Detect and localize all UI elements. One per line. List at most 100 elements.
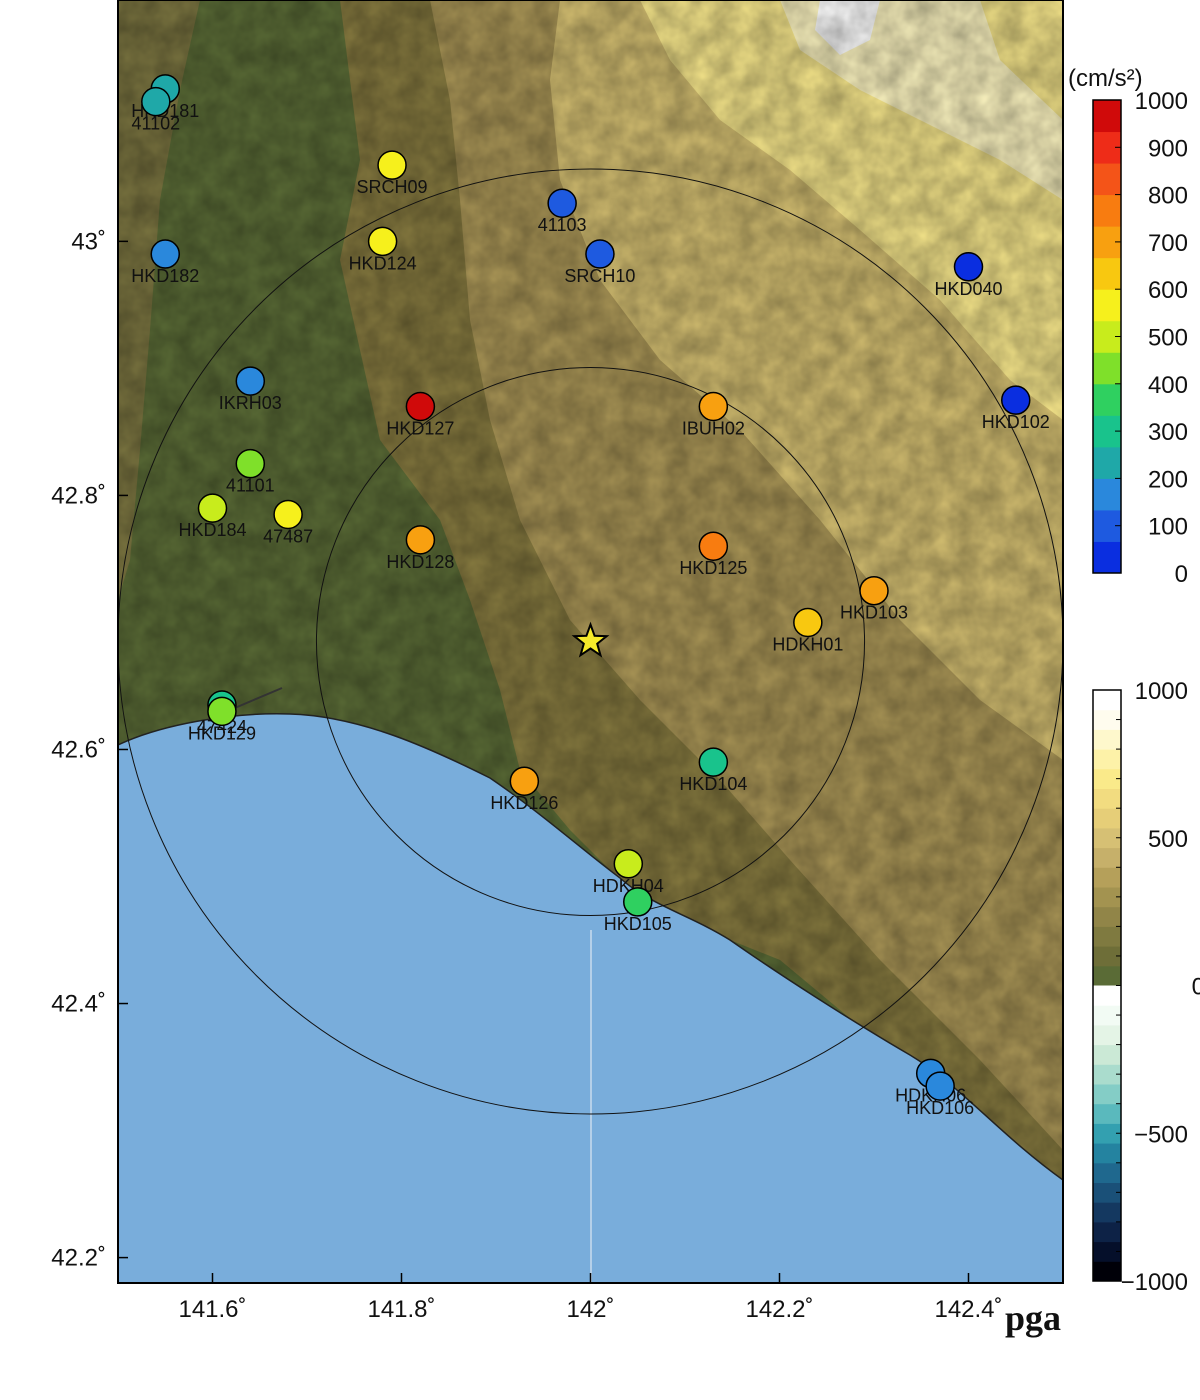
station-dot[interactable] (698, 531, 729, 561)
station-dot[interactable] (509, 766, 540, 796)
distance-ring (315, 366, 866, 917)
elevation-sea-swatch (1093, 1005, 1121, 1026)
station-dot[interactable] (585, 239, 615, 269)
elevation-sea-swatch (1093, 1044, 1121, 1065)
station-marker[interactable]: HKD126 (490, 766, 558, 813)
station-dot[interactable] (859, 575, 889, 606)
station-dot[interactable] (207, 696, 237, 727)
stations-layer: HKD18141102SRCH0941103HKD182HKD124SRCH10… (131, 74, 1050, 1118)
elevation-sea-swatch (1093, 1103, 1121, 1124)
station-marker[interactable]: HKD127 (386, 391, 454, 438)
elevation-sea-swatch (1093, 1064, 1121, 1085)
pga-colorbar-label: 800 (1148, 183, 1188, 210)
pga-colorbar-swatch (1093, 289, 1121, 322)
elevation-land-swatch (1093, 709, 1121, 730)
station-dot[interactable] (273, 499, 303, 530)
station-marker[interactable]: HKD104 (679, 747, 747, 794)
elevation-land-swatch (1093, 946, 1121, 967)
station-marker[interactable]: SRCH09 (357, 150, 428, 197)
pga-colorbar-label: 600 (1148, 277, 1188, 304)
station-marker[interactable]: 41103 (538, 188, 587, 235)
station-dot[interactable] (197, 493, 228, 523)
map-area[interactable]: HKD18141102SRCH0941103HKD182HKD124SRCH10… (118, 0, 1063, 1283)
pga-colorbar-swatch (1093, 478, 1121, 511)
elevation-sea-swatch (1093, 1261, 1121, 1282)
station-dot[interactable] (793, 607, 823, 638)
station-marker[interactable]: 47487 (263, 499, 313, 546)
elevation-colorbar-label: 1000 (1135, 678, 1188, 705)
station-marker[interactable]: 41102 (131, 86, 180, 134)
station-marker[interactable]: HKD129 (188, 696, 256, 743)
station-label: 41103 (538, 215, 587, 235)
elevation-colorbar: 1000 500 0 −500 −1000 (1092, 678, 1200, 1296)
station-dot[interactable] (698, 747, 729, 777)
elevation-land-swatch (1093, 887, 1121, 908)
station-marker[interactable]: IKRH03 (219, 366, 282, 413)
parameter-label: pga (1005, 1298, 1061, 1338)
station-label: HKD124 (349, 253, 417, 273)
station-label: 47424 (197, 717, 247, 737)
pga-colorbar-label: 900 (1148, 135, 1188, 162)
station-marker[interactable]: HDKH01 (772, 607, 843, 654)
station-dot[interactable] (623, 887, 653, 917)
station-dot[interactable] (613, 849, 644, 879)
station-marker[interactable]: 41101 (226, 448, 275, 496)
station-label: HDKH01 (772, 634, 843, 654)
epicenter-star-shape[interactable] (571, 621, 610, 658)
station-marker[interactable]: HKD124 (349, 226, 417, 273)
elevation-land-swatch (1093, 788, 1121, 809)
station-dot[interactable] (405, 525, 436, 555)
station-marker[interactable]: SRCH10 (564, 239, 635, 286)
station-dot[interactable] (235, 448, 266, 479)
station-dot[interactable] (367, 226, 398, 257)
station-marker[interactable]: HKD184 (178, 493, 247, 540)
station-dot[interactable] (377, 150, 407, 180)
station-dot[interactable] (141, 86, 171, 117)
station-marker[interactable]: HKD040 (934, 252, 1003, 299)
x-tick-label: 141.6˚ (178, 1296, 246, 1323)
epicenter-star (571, 621, 610, 658)
pga-colorbar-label: 500 (1148, 325, 1188, 352)
station-label: SRCH09 (357, 177, 428, 197)
pga-unit-label: (cm/s²) (1068, 65, 1143, 92)
elevation-colorbar-label: −1000 (1121, 1269, 1188, 1296)
station-dot[interactable] (953, 252, 984, 282)
pga-colorbar-swatch (1093, 100, 1121, 133)
pga-colorbar-label: 200 (1148, 466, 1188, 493)
elevation-land-swatch (1093, 867, 1121, 888)
station-marker[interactable]: HKD103 (840, 575, 908, 623)
elevation-sea-swatch (1093, 1202, 1121, 1223)
station-label: HKD103 (840, 603, 908, 623)
elevation-land-swatch (1093, 827, 1121, 849)
station-label: IKRH03 (219, 393, 282, 413)
station-dot[interactable] (1001, 385, 1031, 415)
station-marker[interactable]: HKD125 (679, 531, 747, 578)
station-dot[interactable] (925, 1071, 955, 1101)
station-dot[interactable] (698, 391, 729, 422)
station-label: HKD040 (934, 279, 1002, 299)
distance-ring (118, 168, 1063, 1115)
elevation-land-swatch (1093, 749, 1121, 770)
elevation-land-swatch (1093, 768, 1121, 789)
elevation-sea-swatch (1093, 1182, 1121, 1203)
station-marker[interactable]: IBUH02 (682, 391, 745, 438)
station-dot[interactable] (405, 391, 436, 422)
station-marker[interactable]: HKD106 (906, 1071, 974, 1118)
elevation-sea-swatch (1093, 1143, 1121, 1164)
elevation-land-swatch (1093, 729, 1121, 750)
station-marker[interactable]: HKD182 (131, 239, 199, 286)
y-tick-label: 42.8˚ (51, 482, 106, 509)
station-marker[interactable]: HKD102 (982, 385, 1050, 432)
station-label: 41102 (131, 114, 180, 134)
station-dot[interactable] (235, 366, 266, 396)
elevation-land-swatch (1093, 808, 1121, 829)
station-dot[interactable] (547, 188, 577, 218)
station-marker[interactable]: HKD105 (604, 887, 672, 934)
station-dot[interactable] (150, 239, 180, 269)
station-marker[interactable]: HKD128 (386, 525, 454, 572)
coastline (118, 713, 1063, 1181)
pga-colorbar-label: 1000 (1135, 88, 1188, 115)
station-label: SRCH10 (564, 266, 635, 286)
